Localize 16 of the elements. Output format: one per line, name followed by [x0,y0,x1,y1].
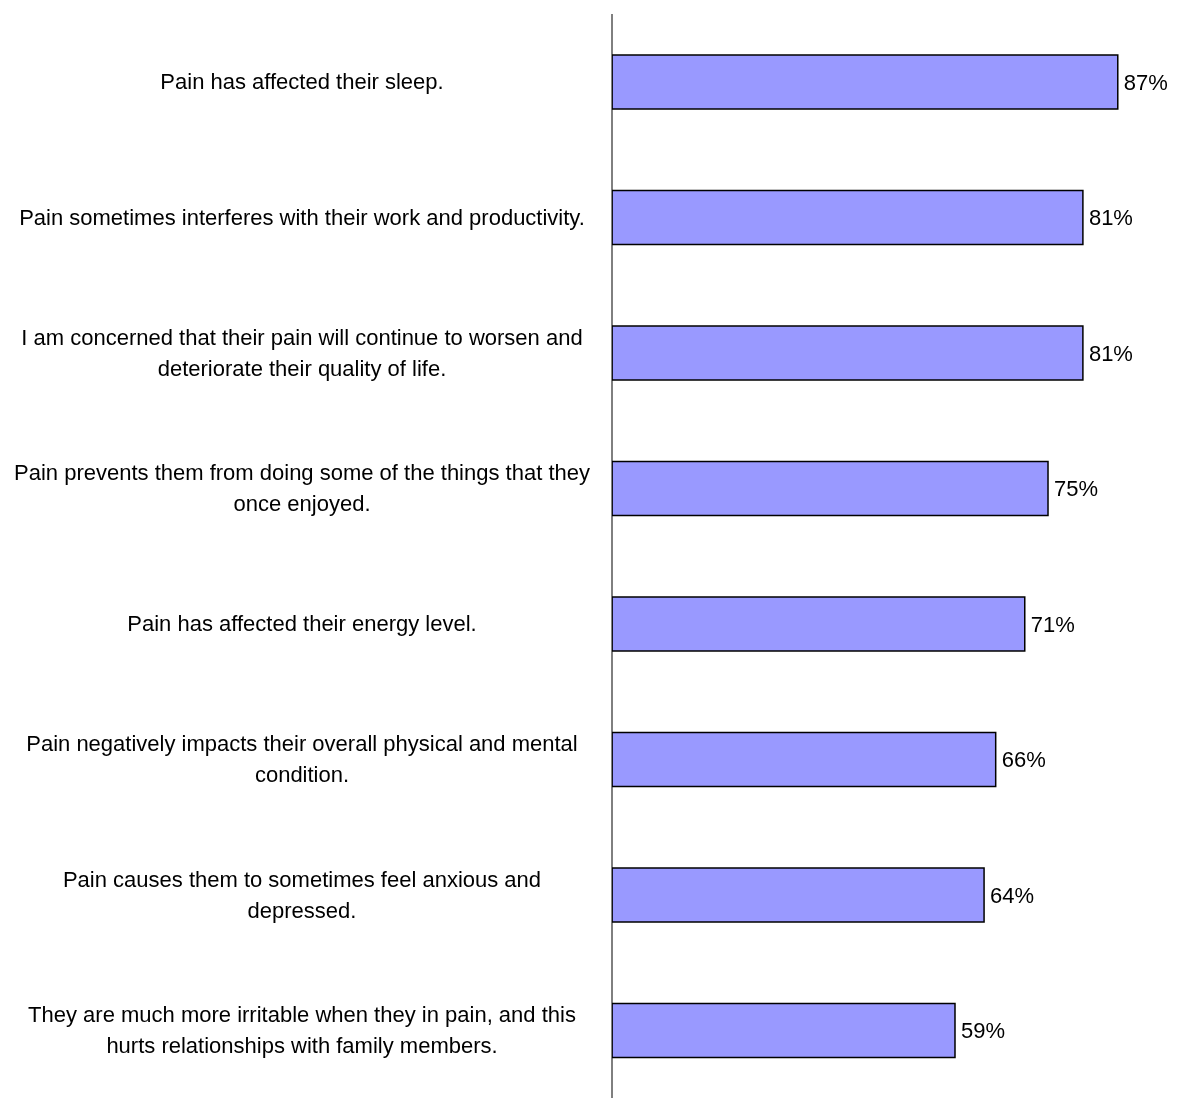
y-tick-label: Pain causes them to sometimes feel anxious and depressed. [62,866,542,923]
data-label: 87% [1123,69,1168,95]
y-tick-label: Pain sometimes interferes with their work and productivity. [19,204,585,230]
data-label: 64% [990,882,1035,908]
y-tick-label: Pain negatively impacts their overall physical and mental condition. [26,731,578,788]
data-label: 59% [961,1018,1006,1044]
data-label: 71% [1030,611,1075,637]
data-label: 81% [1088,340,1133,366]
y-tick-label: Pain has affected their sleep. [160,69,444,95]
data-label: 66% [1001,747,1046,773]
y-tick-label: I am concerned that their pain will continue to worsen and deteriorate their quality of life. [21,324,583,381]
y-tick-label: Pain prevents them from doing some of the things that they once enjoyed. [14,460,590,517]
data-label: 81% [1088,205,1133,231]
y-tick-label: They are much more irritable when they in pain, and this hurts relationships with family members. [28,1002,576,1059]
y-tick-label: Pain has affected their energy level. [127,611,477,637]
data-label: 75% [1054,476,1099,502]
